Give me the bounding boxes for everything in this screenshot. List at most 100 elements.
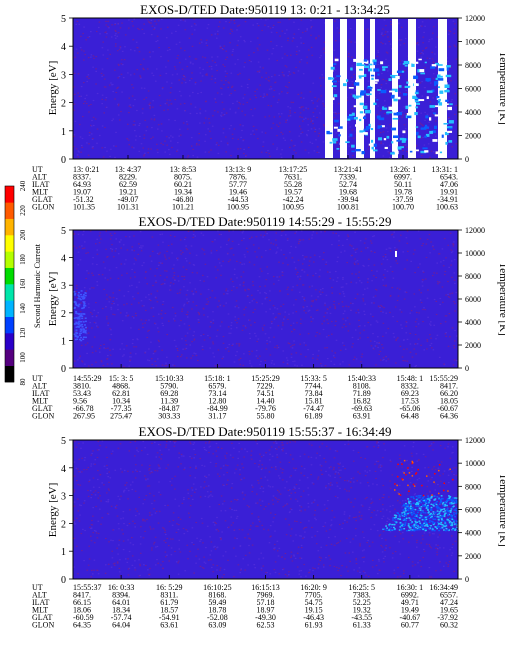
event-patch — [325, 142, 331, 145]
noise-speck — [256, 71, 259, 73]
noise-speck — [128, 19, 130, 21]
event-patch — [361, 151, 365, 155]
noise-speck — [76, 284, 78, 287]
noise-speck — [420, 56, 423, 58]
noise-speck — [300, 547, 303, 549]
noise-speck — [251, 484, 253, 486]
noise-speck — [303, 258, 305, 260]
noise-speck — [123, 348, 125, 350]
noise-speck — [275, 466, 277, 468]
event-patch — [76, 312, 79, 315]
noise-speck — [315, 272, 317, 274]
noise-speck — [189, 344, 192, 346]
noise-speck — [160, 142, 162, 144]
event-patch — [77, 316, 80, 319]
noise-speck — [385, 82, 388, 85]
noise-speck — [162, 301, 165, 303]
noise-speck — [364, 238, 367, 240]
noise-speck — [239, 103, 242, 105]
noise-speck — [276, 251, 278, 253]
noise-speck — [274, 561, 277, 563]
noise-speck — [276, 101, 279, 104]
event-patch — [420, 512, 422, 514]
noise-speck — [272, 26, 274, 29]
noise-speck — [385, 545, 388, 547]
noise-speck — [191, 527, 194, 529]
noise-speck — [106, 492, 108, 494]
noise-speck — [77, 251, 80, 253]
noise-speck — [316, 504, 319, 506]
event-patch — [438, 503, 441, 505]
noise-speck — [381, 344, 383, 346]
noise-speck — [155, 80, 157, 82]
noise-speck — [363, 310, 365, 312]
noise-speck — [318, 291, 321, 293]
noise-speck — [176, 257, 179, 259]
event-patch — [450, 508, 453, 510]
noise-speck — [340, 349, 342, 351]
noise-speck — [367, 278, 370, 280]
noise-speck — [315, 309, 318, 311]
noise-speck — [293, 467, 295, 469]
noise-speck — [209, 506, 211, 508]
noise-speck — [439, 526, 442, 528]
noise-speck — [170, 135, 172, 137]
noise-speck — [268, 503, 270, 505]
noise-speck — [190, 357, 192, 359]
noise-speck — [239, 230, 242, 232]
noise-speck — [112, 300, 115, 302]
noise-speck — [83, 317, 86, 319]
noise-speck — [325, 487, 327, 489]
noise-speck — [256, 340, 258, 343]
noise-speck — [193, 29, 196, 31]
noise-speck — [361, 550, 364, 552]
noise-speck — [240, 85, 243, 87]
noise-speck — [242, 103, 245, 105]
noise-speck — [212, 564, 215, 566]
noise-speck — [332, 111, 335, 114]
noise-speck — [352, 303, 354, 305]
noise-speck — [161, 364, 164, 366]
noise-speck — [317, 476, 320, 478]
noise-speck — [233, 273, 236, 276]
noise-speck — [139, 75, 141, 77]
noise-speck — [128, 144, 130, 146]
noise-speck — [342, 522, 344, 524]
event-patch — [368, 63, 373, 66]
noise-speck — [348, 552, 351, 554]
noise-speck — [239, 569, 242, 571]
y-tick-label: 5 — [61, 226, 66, 237]
noise-speck — [207, 24, 210, 26]
noise-speck — [288, 131, 291, 133]
noise-speck — [157, 339, 160, 341]
noise-speck — [249, 528, 251, 531]
noise-speck — [392, 504, 394, 507]
noise-speck — [339, 540, 342, 542]
event-patch — [425, 78, 431, 82]
noise-speck — [86, 76, 89, 78]
noise-speck — [324, 365, 327, 367]
table-cell: 64.48 — [401, 412, 419, 421]
noise-speck — [277, 555, 280, 557]
noise-speck — [111, 250, 113, 252]
noise-speck — [173, 365, 176, 367]
noise-speck — [273, 89, 276, 91]
noise-speck — [294, 520, 296, 522]
noise-speck — [365, 103, 367, 105]
noise-speck — [200, 539, 202, 541]
noise-speck — [411, 455, 413, 457]
noise-speck — [191, 308, 193, 310]
noise-speck — [435, 547, 437, 549]
noise-speck — [122, 549, 125, 551]
noise-speck — [404, 144, 407, 146]
noise-speck — [131, 268, 133, 271]
noise-speck — [250, 40, 252, 43]
noise-speck — [422, 271, 425, 273]
noise-speck — [330, 525, 332, 527]
noise-speck — [116, 35, 119, 37]
noise-speck — [183, 469, 185, 471]
noise-speck — [77, 52, 79, 54]
noise-speck — [393, 231, 395, 233]
noise-speck — [406, 459, 408, 462]
noise-speck — [116, 103, 119, 105]
